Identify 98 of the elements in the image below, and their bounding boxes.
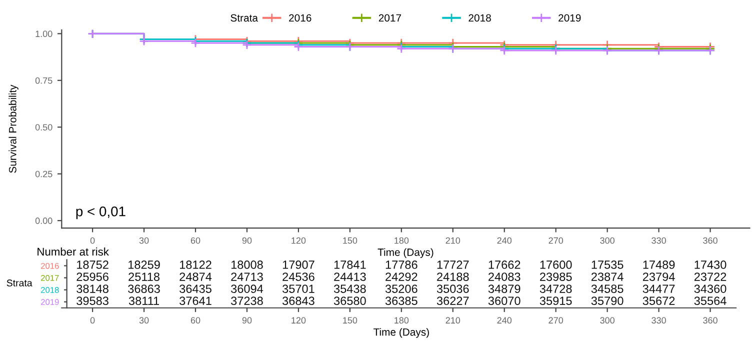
data-label: 37641 — [180, 296, 212, 306]
x-tick-label: 120 — [292, 317, 306, 324]
x-tick-label: 360 — [703, 317, 718, 324]
data-label: 35672 — [642, 296, 675, 306]
y-tick-label: 0.25 — [35, 170, 52, 178]
data-label: 36435 — [180, 284, 212, 293]
data-label: 35915 — [540, 296, 572, 306]
y-tick-label: 1.00 — [36, 30, 52, 38]
x-tick-label: 0 — [90, 317, 95, 324]
data-label: 37238 — [231, 296, 263, 306]
data-label: 24874 — [180, 272, 212, 281]
legend-label: 2016 — [289, 14, 312, 22]
x-axis-title: Time (Days) — [378, 248, 434, 258]
x-tick-label: 150 — [343, 317, 358, 324]
legend-label: 2017 — [378, 14, 402, 22]
x-tick-label: 60 — [190, 237, 200, 244]
annotation: p < 0,01 — [76, 206, 126, 220]
data-label: 34360 — [694, 284, 726, 293]
data-label: 35790 — [591, 296, 624, 306]
data-label: 25118 — [128, 272, 160, 281]
x-tick-label: 360 — [703, 237, 718, 244]
x-tick-label: 330 — [652, 237, 666, 244]
data-label: 35036 — [436, 284, 469, 293]
data-label: 17907 — [282, 260, 314, 269]
data-label: 36843 — [282, 296, 314, 306]
data-label: 17727 — [437, 260, 469, 269]
data-label: 23985 — [540, 272, 572, 281]
data-label: 17786 — [386, 260, 418, 269]
data-label: 17430 — [694, 260, 726, 269]
x-tick-label: 240 — [497, 237, 512, 244]
y-axis-title: Survival Probability — [8, 84, 18, 173]
x-tick-label: 270 — [548, 317, 564, 324]
y-tick-label: 2019 — [41, 299, 59, 305]
data-label: 24713 — [231, 272, 263, 281]
data-label: 23874 — [592, 272, 624, 281]
legend-label: 2018 — [468, 14, 491, 22]
legend-title: Strata — [230, 14, 258, 22]
data-label: 36227 — [436, 296, 469, 306]
data-label: 24292 — [386, 272, 418, 281]
x-tick-label: 180 — [394, 317, 409, 324]
data-label: 35564 — [694, 296, 726, 306]
data-label: 24413 — [334, 272, 366, 281]
x-tick-label: 120 — [292, 237, 306, 244]
x-tick-label: 90 — [242, 317, 252, 324]
x-tick-label: 180 — [394, 237, 409, 244]
x-tick-label: 90 — [242, 237, 252, 244]
data-label: 25956 — [76, 272, 108, 281]
data-label: 18122 — [180, 260, 212, 269]
x-tick-label: 210 — [446, 237, 460, 244]
data-label: 36580 — [334, 296, 366, 306]
data-label: 36385 — [385, 296, 418, 306]
data-label: 23794 — [642, 272, 675, 281]
data-label: 35206 — [385, 284, 418, 293]
data-label: 17662 — [488, 260, 520, 269]
x-tick-label: 60 — [190, 317, 200, 324]
x-tick-label: 300 — [600, 317, 614, 324]
data-label: 18008 — [231, 260, 263, 269]
data-label: 17489 — [643, 260, 675, 269]
data-label: 35701 — [282, 284, 314, 293]
y-tick-label: 2016 — [41, 262, 59, 269]
data-label: 36070 — [488, 296, 520, 306]
data-label: 18259 — [128, 260, 160, 269]
x-tick-label: 150 — [343, 237, 358, 244]
data-label: 24083 — [488, 272, 520, 281]
data-label: 24536 — [282, 272, 314, 281]
data-label: 34585 — [591, 284, 624, 293]
y-tick-label: 0.00 — [35, 218, 52, 224]
y-tick-label: 2018 — [41, 287, 59, 293]
data-label: 24188 — [437, 272, 469, 281]
chart-title: Number at risk — [38, 248, 109, 256]
data-label: 23722 — [694, 272, 726, 281]
data-label: 36863 — [128, 284, 160, 293]
data-label: 38111 — [128, 296, 159, 306]
x-tick-label: 300 — [600, 237, 614, 244]
x-tick-label: 270 — [548, 237, 564, 244]
data-label: 17535 — [592, 260, 624, 269]
x-tick-label: 30 — [139, 317, 149, 324]
data-label: 17841 — [334, 260, 366, 269]
data-label: 17600 — [540, 260, 572, 269]
data-label: 34879 — [488, 284, 520, 293]
x-tick-label: 30 — [139, 237, 149, 244]
data-label: 34477 — [642, 284, 675, 293]
data-label: 18752 — [77, 260, 108, 269]
x-axis-title: Time (Days) — [373, 328, 429, 338]
data-label: 39583 — [76, 296, 108, 306]
x-tick-label: 210 — [446, 317, 460, 324]
x-tick-label: 330 — [652, 317, 666, 324]
y-tick-label: 0.75 — [35, 77, 52, 84]
legend-label: 2019 — [558, 14, 581, 22]
x-tick-label: 0 — [90, 237, 95, 244]
y-tick-label: 0.50 — [35, 124, 52, 130]
data-label: 35438 — [334, 284, 366, 293]
data-label: 36094 — [231, 284, 264, 293]
y-axis-title: Strata — [6, 280, 32, 286]
data-label: 38148 — [76, 284, 108, 293]
y-tick-label: 2017 — [41, 274, 59, 281]
data-label: 34728 — [540, 284, 572, 293]
x-tick-label: 240 — [497, 317, 512, 324]
